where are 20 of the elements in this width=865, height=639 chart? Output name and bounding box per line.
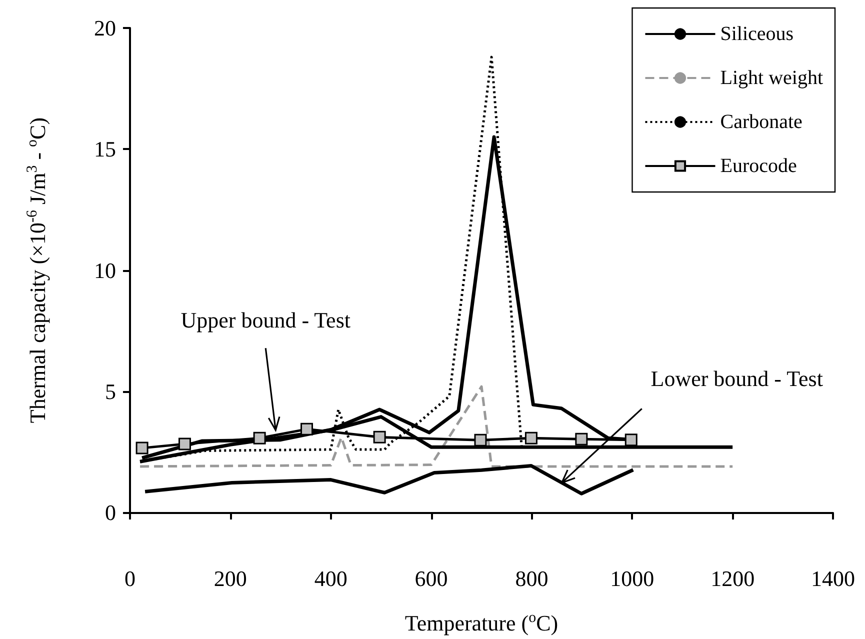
x-tick-label: 1200 <box>710 566 755 591</box>
y-tick-label: 10 <box>94 258 116 283</box>
x-tick-label: 0 <box>124 566 136 591</box>
x-tick-label: 200 <box>214 566 247 591</box>
x-tick-label: 600 <box>414 566 448 591</box>
y-tick-label: 20 <box>94 16 116 40</box>
y-tick-label: 0 <box>105 500 116 525</box>
x-tick-label: 400 <box>314 566 348 591</box>
legend-label: Siliceous <box>720 23 794 45</box>
y-tick-label: 5 <box>105 378 116 404</box>
legend-label: Eurocode <box>720 155 797 177</box>
annotation: Upper bound - Test <box>180 308 350 333</box>
annotation: Lower bound - Test <box>650 366 823 392</box>
legend-label: Light weight <box>720 67 824 89</box>
legend-label: Carbonate <box>720 111 803 133</box>
y-tick-label: 15 <box>94 136 116 162</box>
x-tick-label: 800 <box>515 566 548 591</box>
x-tick-label: 1400 <box>811 566 855 591</box>
y-axis-title: Thermal capacity (×10-6 J/m3 - oC) <box>24 117 50 424</box>
x-tick-label: 1000 <box>610 566 654 591</box>
